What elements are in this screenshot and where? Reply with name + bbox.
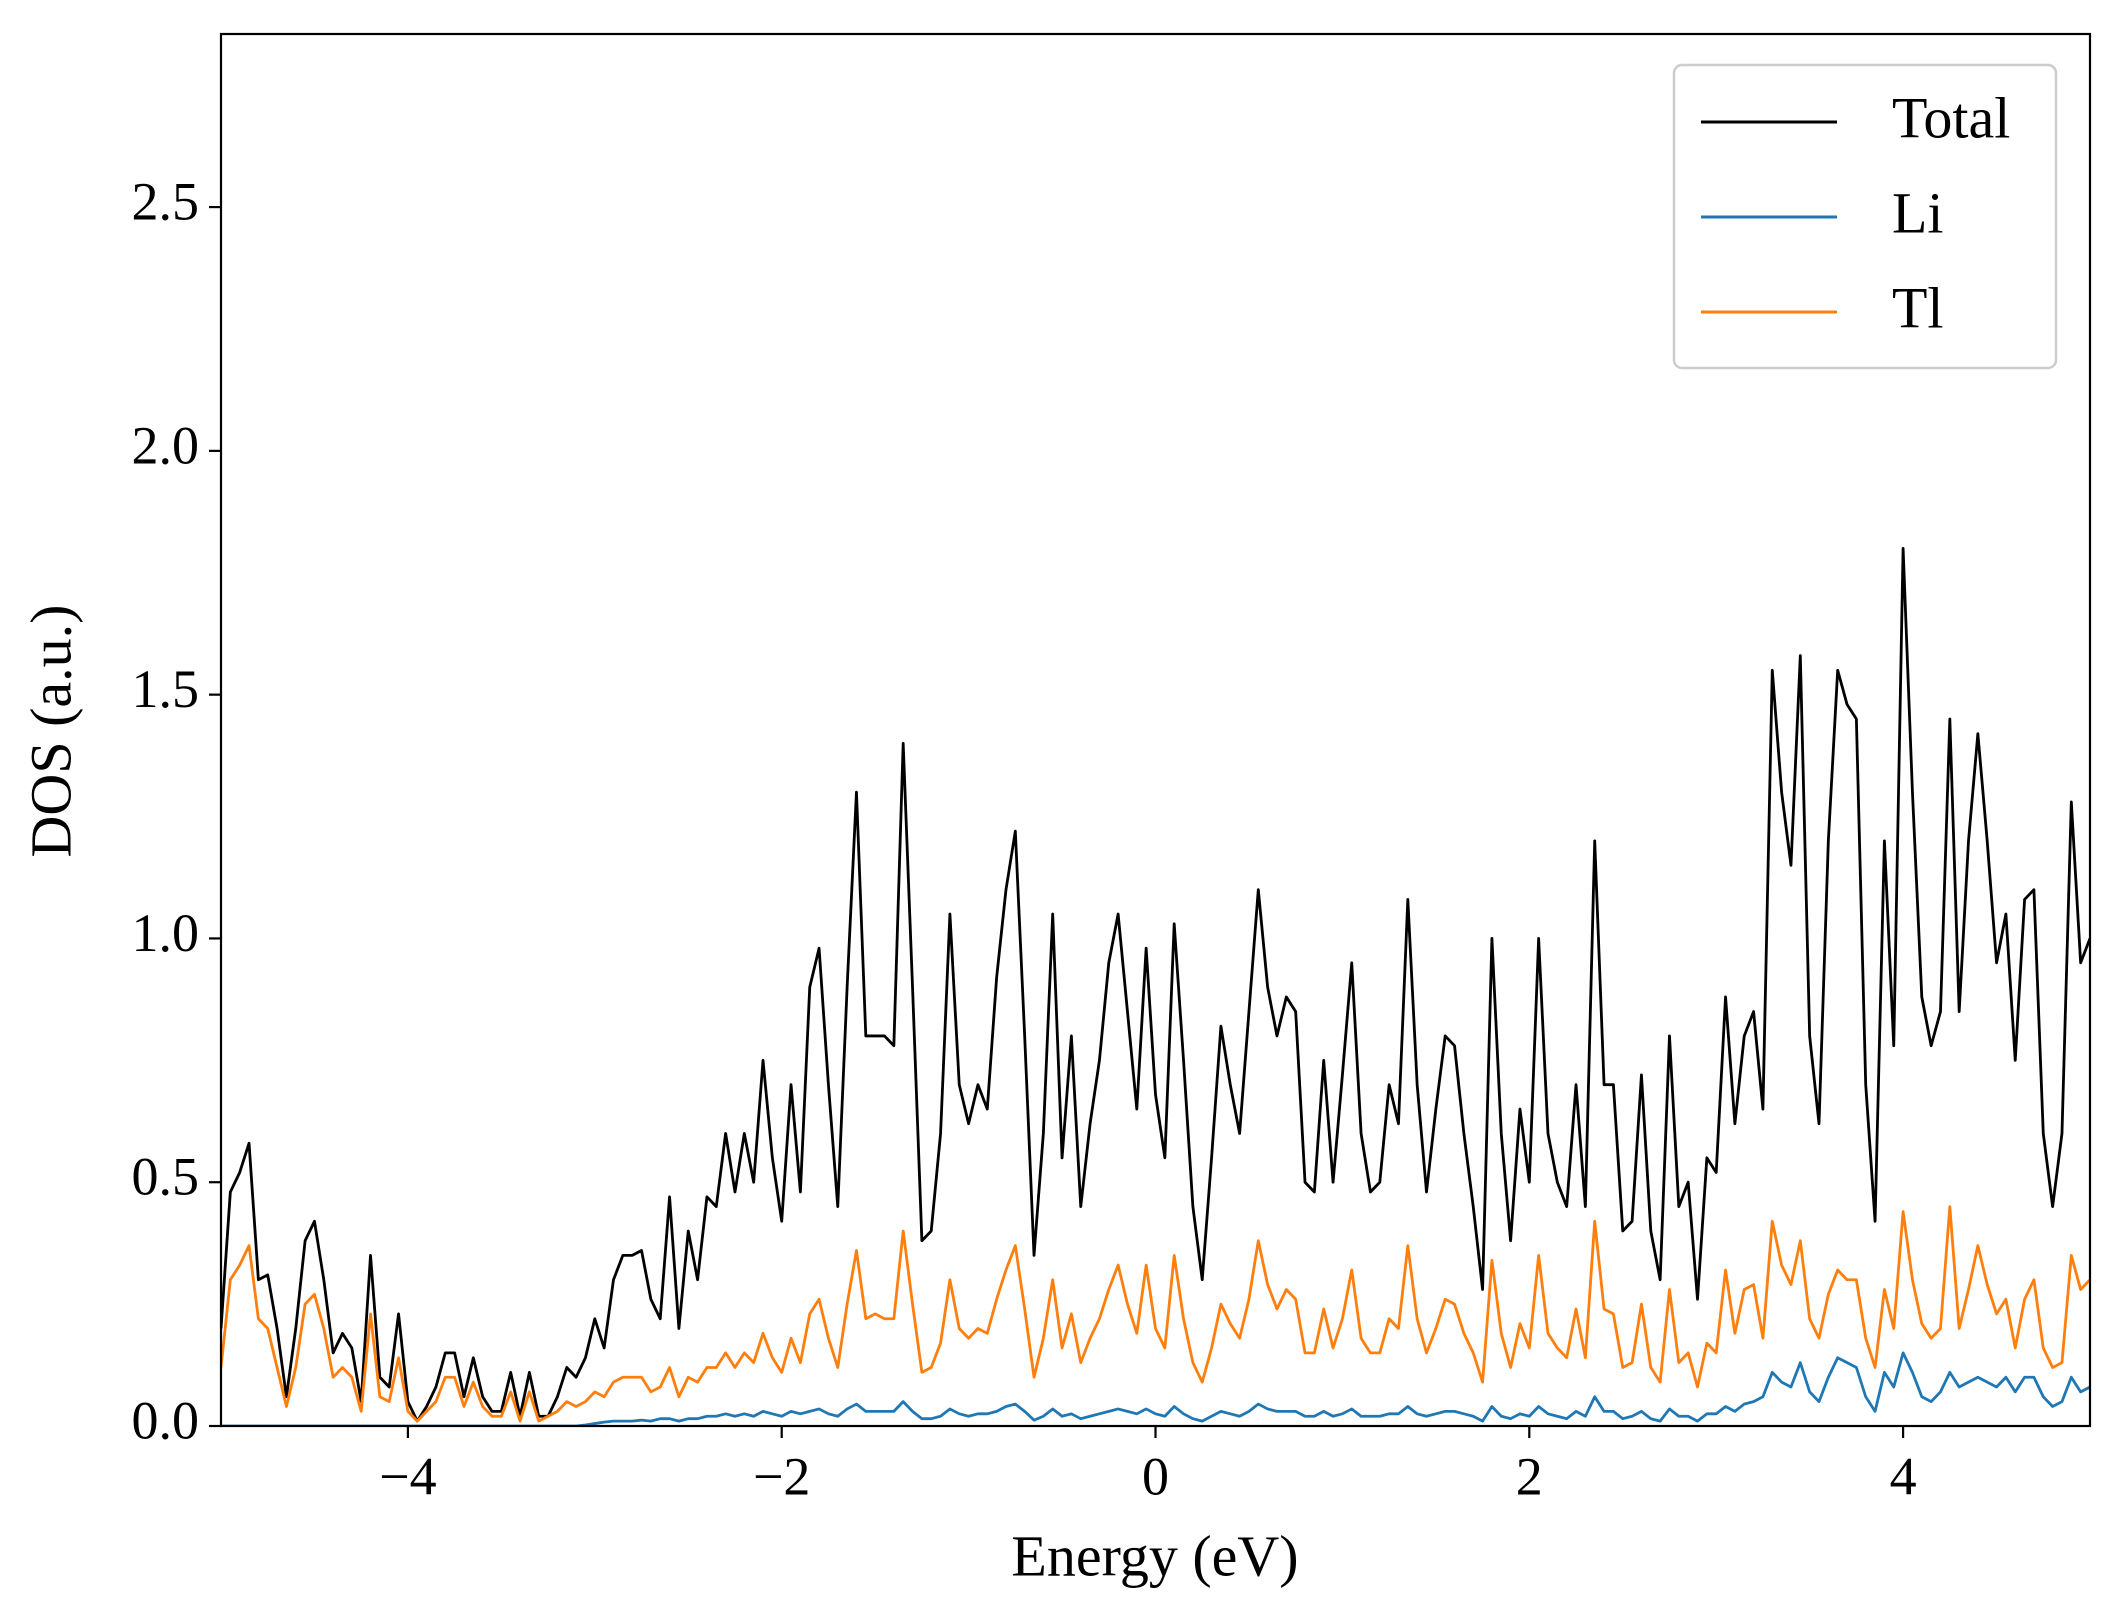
x-tick-label: 4: [1890, 1446, 1917, 1506]
legend-label: Li: [1892, 180, 1944, 245]
y-tick-label: 0.5: [132, 1147, 200, 1207]
series-line: [221, 1351, 2090, 1426]
series-line: [221, 546, 2090, 1423]
y-tick-label: 1.0: [132, 903, 200, 963]
y-tick-label: 2.0: [132, 415, 200, 475]
legend-label: Total: [1892, 85, 2010, 150]
series-line: [221, 1205, 2090, 1423]
x-tick-label: 2: [1516, 1446, 1543, 1506]
x-tick-label: −2: [753, 1446, 810, 1506]
legend-label: Tl: [1892, 275, 1944, 340]
y-axis-label: DOS (a.u.): [18, 605, 83, 858]
legend-box: [1672, 63, 2058, 370]
plot-lines: [221, 546, 2090, 1426]
y-tick-label: 1.5: [132, 659, 200, 719]
y-tick-label: 2.5: [132, 171, 200, 231]
x-tick-label: −4: [379, 1446, 436, 1506]
x-axis-label: Energy (eV): [1011, 1523, 1298, 1588]
y-tick-label: 0.0: [132, 1390, 200, 1450]
x-tick-label: 0: [1142, 1446, 1169, 1506]
